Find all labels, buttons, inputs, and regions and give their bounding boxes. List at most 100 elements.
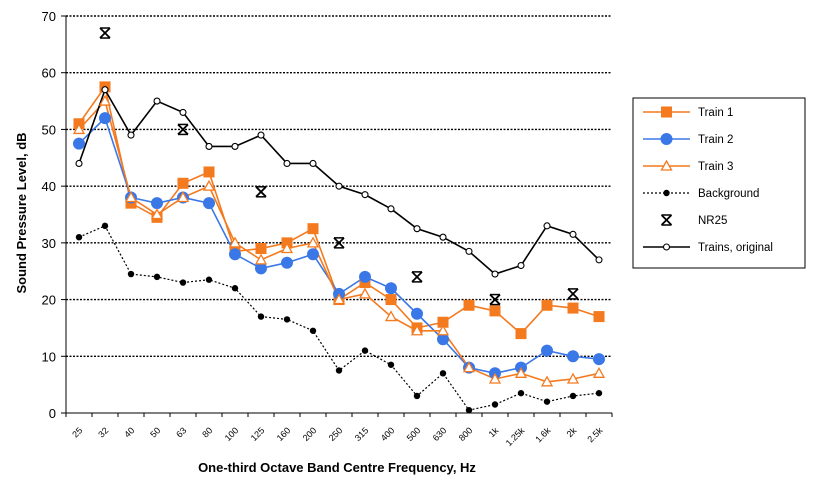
dot-marker: [127, 270, 135, 278]
x-tick-label: 25: [70, 425, 84, 439]
open-circle-marker: [361, 191, 369, 199]
data-point: [384, 310, 398, 322]
data-point: [595, 389, 603, 397]
data-point: [439, 233, 447, 241]
data-point: [153, 273, 161, 281]
data-point: [124, 191, 138, 203]
x-tick-label: 2.5k: [585, 425, 604, 444]
data-point: [488, 372, 502, 384]
data-point: [569, 392, 577, 400]
x-tick-label: 2k: [565, 425, 579, 439]
open-circle-marker: [283, 159, 291, 168]
dot-marker: [595, 389, 603, 397]
x-tick-label: 800: [457, 425, 475, 443]
data-point: [177, 177, 189, 189]
circle-marker: [411, 307, 423, 320]
data-point: [101, 222, 109, 230]
open-circle-marker: [465, 247, 473, 255]
triangle-marker: [124, 191, 138, 203]
dot-marker: [569, 392, 577, 400]
data-point: [203, 166, 215, 178]
data-point: [593, 353, 605, 366]
data-point: [72, 123, 86, 135]
data-point: [358, 287, 372, 299]
data-point: [489, 305, 501, 317]
legend-label: Background: [698, 188, 759, 200]
circle-marker: [229, 248, 241, 261]
data-point: [387, 205, 395, 213]
legend-label: Train 3: [698, 161, 733, 173]
legend-item: NR25: [660, 214, 727, 227]
triangle-marker: [280, 242, 294, 254]
asterisk-stroke: [567, 288, 579, 300]
open-circle-marker: [517, 261, 525, 270]
data-point: [566, 372, 580, 384]
data-point: [361, 191, 369, 199]
asterisk-stroke: [660, 214, 673, 226]
circle-marker: [385, 282, 397, 295]
open-circle-marker: [543, 222, 551, 230]
series-trains-original-line: [78, 87, 600, 275]
data-point: [541, 299, 553, 311]
square-marker: [593, 311, 605, 323]
open-circle-marker: [257, 131, 265, 139]
data-point: [75, 159, 83, 168]
data-point: [411, 307, 423, 320]
asterisk-stroke: [333, 237, 345, 249]
series-trains-original-markers: [75, 86, 603, 278]
open-circle-marker: [335, 182, 343, 190]
triangle-marker: [150, 208, 164, 220]
series-train-3-markers: [72, 94, 606, 387]
series-layer: [72, 27, 606, 414]
data-point: [541, 344, 553, 357]
open-circle-marker: [662, 243, 671, 251]
legend-item: Train 1: [643, 106, 733, 119]
legend-label: Train 2: [698, 134, 733, 146]
triangle-marker: [254, 253, 268, 265]
open-circle-marker: [127, 131, 135, 139]
data-point: [515, 328, 527, 340]
square-marker: [177, 177, 189, 189]
data-point: [411, 271, 423, 283]
circle-marker: [437, 333, 449, 346]
asterisk-stroke: [99, 27, 111, 39]
legend-item: Train 2: [643, 133, 733, 146]
data-point: [359, 270, 371, 283]
data-point: [463, 299, 475, 311]
series-nr25-markers: [99, 27, 579, 306]
x-tick-label: 315: [353, 425, 371, 443]
dot-marker: [205, 276, 213, 283]
data-point: [489, 293, 501, 306]
y-tick-label: 40: [42, 179, 56, 194]
data-point: [437, 333, 449, 346]
data-point: [662, 243, 671, 251]
data-point: [333, 237, 345, 249]
data-point: [75, 233, 83, 241]
data-point: [660, 214, 673, 226]
data-point: [514, 366, 528, 378]
data-point: [540, 375, 554, 387]
dot-marker: [439, 370, 447, 377]
data-point: [205, 276, 213, 283]
circle-marker: [255, 262, 267, 275]
data-point: [335, 367, 343, 374]
circle-marker: [567, 350, 579, 363]
data-point: [307, 223, 319, 235]
circle-marker: [541, 344, 553, 357]
x-tick-label: 400: [379, 425, 397, 443]
triangle-marker: [176, 191, 190, 203]
data-point: [335, 182, 343, 190]
data-point: [660, 159, 673, 171]
square-marker: [515, 328, 527, 340]
data-point: [283, 159, 291, 168]
data-point: [387, 361, 395, 368]
data-point: [179, 108, 187, 116]
data-point: [660, 133, 673, 145]
x-tick-label: 500: [405, 425, 423, 443]
open-circle-marker: [75, 159, 83, 168]
circle-marker: [660, 133, 673, 145]
open-circle-marker: [231, 142, 239, 150]
y-tick-label: 70: [42, 9, 56, 24]
data-point: [491, 270, 499, 278]
legend-item: Trains, original: [643, 242, 773, 254]
